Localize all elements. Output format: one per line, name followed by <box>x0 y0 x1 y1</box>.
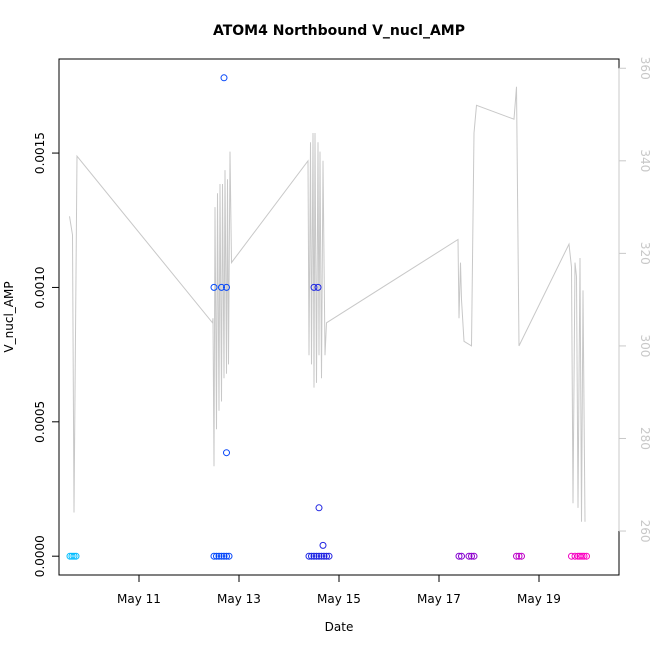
y-tick-label: 0.0010 <box>33 266 47 308</box>
y2-tick-label: 280 <box>638 427 650 450</box>
data-point <box>583 552 590 560</box>
y2-tick-label: 300 <box>638 334 650 357</box>
data-point <box>210 552 218 560</box>
x-axis-label: Date <box>325 620 354 634</box>
data-point <box>314 283 322 291</box>
series-line <box>69 86 586 522</box>
data-point <box>320 552 328 560</box>
data-point <box>470 552 478 560</box>
data-point <box>515 552 523 560</box>
x-tick-label: May 13 <box>217 592 261 606</box>
data-point <box>213 552 220 560</box>
data-point <box>220 74 228 82</box>
data-point <box>318 552 325 560</box>
data-point <box>218 283 225 291</box>
y-tick-label: 0.0015 <box>33 132 47 174</box>
data-point <box>455 552 463 560</box>
data-point <box>323 552 330 560</box>
y-tick-label: 0.0005 <box>33 401 47 443</box>
data-point <box>313 552 320 560</box>
y2-tick-label: 360 <box>638 57 650 80</box>
x-tick-label: May 19 <box>517 592 561 606</box>
x-axis: May 11 May 13 May 15 May 17 May 19 <box>117 574 561 606</box>
data-point <box>220 552 228 560</box>
data-point <box>310 283 318 291</box>
y2-tick-label: 320 <box>638 242 650 265</box>
data-point <box>580 552 588 560</box>
scatter-points <box>66 74 590 560</box>
y-axis-label: V_nucl_AMP <box>2 281 16 352</box>
plot-frame <box>58 58 620 576</box>
data-point <box>223 552 230 560</box>
data-point <box>465 552 473 560</box>
y-axis-left: 0.0000 0.0005 0.0010 0.0015 <box>33 132 60 577</box>
data-point <box>210 283 218 291</box>
data-point <box>68 552 76 560</box>
data-point <box>308 552 315 560</box>
data-point <box>468 552 475 560</box>
data-point <box>70 552 78 560</box>
data-point <box>458 552 465 560</box>
data-point <box>325 552 333 560</box>
y2-tick-label: 340 <box>638 149 650 172</box>
data-point <box>319 541 327 549</box>
data-point <box>518 552 525 560</box>
data-point <box>571 552 579 560</box>
data-point <box>215 552 223 560</box>
y-tick-label: 0.0000 <box>33 535 47 577</box>
data-point <box>72 552 80 560</box>
data-point <box>315 504 323 512</box>
y2-tick-label: 260 <box>638 520 650 543</box>
x-tick-label: May 17 <box>417 592 461 606</box>
x-tick-label: May 11 <box>117 592 161 606</box>
data-point <box>310 552 318 560</box>
data-point <box>223 283 230 291</box>
data-point <box>578 552 586 560</box>
data-point <box>513 552 520 560</box>
data-point <box>225 552 233 560</box>
data-point <box>218 552 225 560</box>
data-point <box>315 552 323 560</box>
data-point <box>223 449 230 457</box>
chart-title: ATOM4 Northbound V_nucl_AMP <box>213 23 465 39</box>
right-axis-line-series <box>69 86 586 522</box>
y-axis-right: 260 280 300 320 340 360 <box>618 57 650 543</box>
x-tick-label: May 15 <box>317 592 361 606</box>
data-point <box>305 552 313 560</box>
